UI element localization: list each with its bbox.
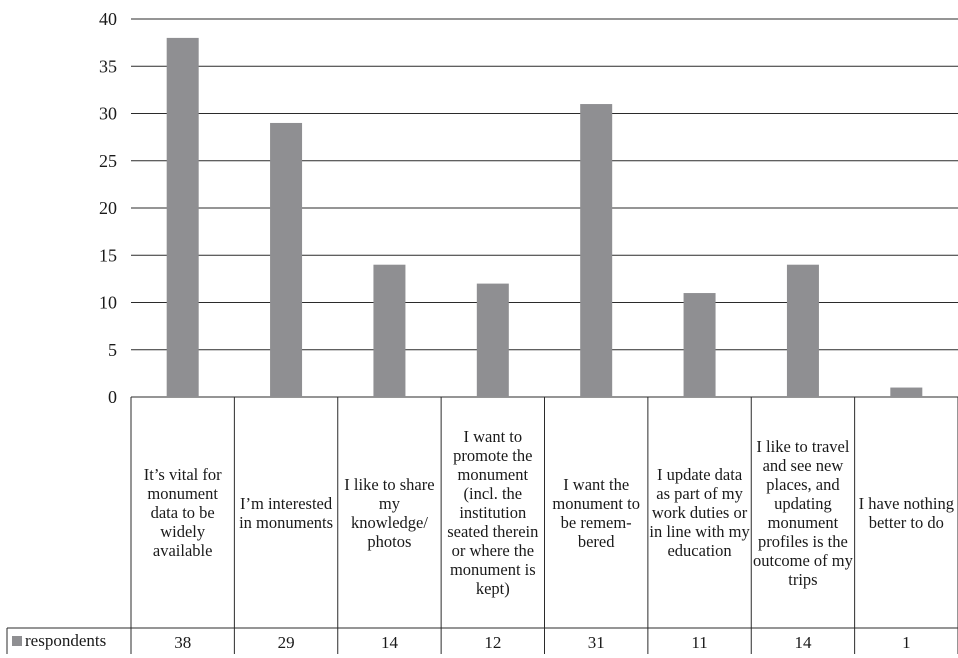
y-tick-label: 30 (99, 104, 117, 124)
y-tick-label: 25 (99, 151, 117, 171)
legend-entry: respondents (8, 628, 130, 654)
table-value: 38 (174, 633, 192, 652)
x-category-label: I have nothing better to do (858, 493, 954, 532)
gridlines (131, 18, 958, 398)
bar (890, 387, 923, 397)
x-category-label: I update data as part of my work duties … (649, 465, 750, 560)
bar (786, 264, 819, 397)
table-value: 1 (902, 633, 911, 652)
y-tick-label: 10 (99, 293, 117, 313)
x-category-label: I want the monument to be remem- bered (552, 474, 640, 551)
table-value: 12 (484, 633, 502, 652)
data-table-lines (6, 397, 958, 654)
y-axis-tick-labels: 0 5 10 15 20 25 30 35 40 (99, 9, 117, 407)
y-tick-label: 40 (99, 9, 117, 29)
x-category-label: I like to share my knowledge/ photos (344, 474, 435, 551)
y-tick-label: 15 (99, 245, 117, 265)
x-category-label: I want to promote the monument (incl. th… (447, 427, 539, 598)
y-tick-label: 0 (108, 387, 117, 407)
bar (683, 293, 716, 397)
table-value: 11 (691, 633, 708, 652)
bar (476, 283, 509, 397)
bar (580, 104, 613, 398)
x-category-label: I’m interested in monuments (239, 493, 334, 532)
bars (166, 37, 923, 398)
bar (373, 264, 406, 397)
bar (270, 122, 303, 397)
bar (166, 37, 199, 398)
table-value: 14 (794, 633, 812, 652)
x-category-label: I like to travel and see new places, and… (752, 436, 853, 589)
y-tick-label: 20 (99, 198, 117, 218)
y-tick-label: 35 (99, 56, 117, 76)
table-value: 14 (380, 633, 398, 652)
x-category-label: It’s vital for monument data to be widel… (143, 465, 222, 560)
table-value: 31 (587, 633, 605, 652)
y-tick-label: 5 (108, 340, 117, 360)
legend-swatch (12, 636, 22, 646)
legend-label: respondents (25, 631, 107, 650)
table-value: 29 (277, 633, 295, 652)
